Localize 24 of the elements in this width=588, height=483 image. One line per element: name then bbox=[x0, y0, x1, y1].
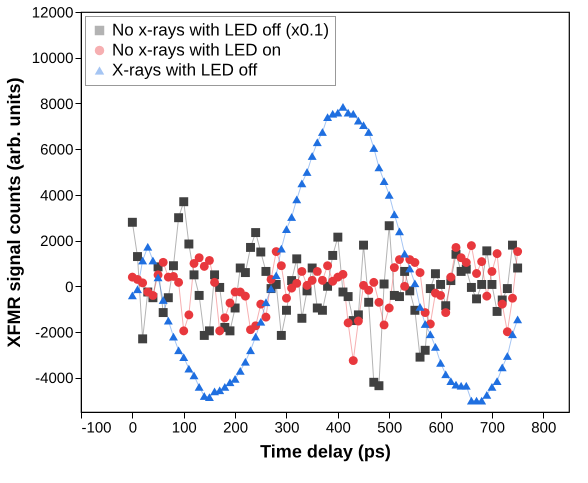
y-tick-label: -2000 bbox=[35, 324, 74, 342]
y-tick-label: 0 bbox=[65, 278, 74, 296]
x-tick-label: -100 bbox=[82, 420, 112, 436]
y-tick-label: 8000 bbox=[40, 96, 74, 113]
x-tick-label: 300 bbox=[274, 420, 300, 436]
y-tick-label: 12000 bbox=[32, 4, 74, 22]
x-tick-label: 800 bbox=[531, 420, 556, 436]
y-tick-label: 4000 bbox=[40, 187, 74, 204]
x-tick-label: 700 bbox=[480, 420, 505, 436]
y-tick-label: 10000 bbox=[32, 50, 74, 68]
y-tick-label: 6000 bbox=[40, 142, 74, 159]
legend-label: No x-rays with LED on bbox=[112, 40, 282, 60]
y-axis-title: XFMR signal counts (arb. units) bbox=[4, 77, 24, 348]
x-tick-label: 600 bbox=[428, 420, 454, 436]
x-tick-label: 200 bbox=[223, 420, 248, 436]
legend-label: X-rays with LED off bbox=[112, 60, 258, 80]
x-tick-label: 400 bbox=[326, 420, 351, 436]
x-axis-title: Time delay (ps) bbox=[260, 442, 391, 462]
x-tick-label: 0 bbox=[128, 420, 138, 436]
x-tick-label: 100 bbox=[172, 420, 197, 436]
y-tick-label: -4000 bbox=[35, 370, 74, 388]
y-tick-label: 2000 bbox=[40, 233, 74, 250]
x-tick-label: 500 bbox=[377, 420, 402, 436]
legend-label: No x-rays with LED off (x0.1) bbox=[112, 20, 329, 40]
